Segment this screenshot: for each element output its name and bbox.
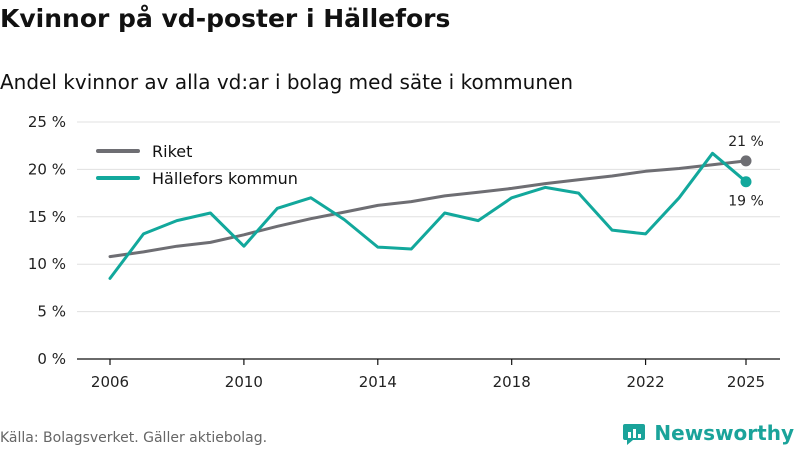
end-label-riket: 21 % xyxy=(728,134,764,150)
series-line-riket xyxy=(108,159,748,259)
chart-subtitle: Andel kvinnor av alla vd:ar i bolag med … xyxy=(0,70,573,94)
source-note: Källa: Bolagsverket. Gäller aktiebolag. xyxy=(0,430,268,446)
y-tick-label: 0 % xyxy=(37,350,66,368)
brand-name: Newsworthy xyxy=(654,421,794,445)
y-tick-label: 10 % xyxy=(28,255,66,273)
brand-logo: Newsworthy xyxy=(622,420,794,446)
end-label-hallefors: 19 % xyxy=(728,194,764,210)
end-point-hallefors xyxy=(740,176,752,188)
newsworthy-logo-icon xyxy=(623,424,646,445)
y-tick-label: 15 % xyxy=(28,208,66,226)
series-line-hallefors xyxy=(108,151,748,280)
x-tick-label: 2025 xyxy=(727,373,765,391)
x-tick-label: 2010 xyxy=(225,373,263,391)
legend-label-riket: Riket xyxy=(152,142,192,161)
x-tick-label: 2006 xyxy=(91,373,129,391)
legend-label-hallefors: Hällefors kommun xyxy=(152,169,298,188)
y-tick-label: 25 % xyxy=(28,113,66,131)
chart-title: Kvinnor på vd-poster i Hällefors xyxy=(0,4,451,33)
x-tick-label: 2018 xyxy=(493,373,531,391)
y-tick-label: 20 % xyxy=(28,160,66,178)
x-tick-label: 2022 xyxy=(626,373,664,391)
y-tick-label: 5 % xyxy=(37,303,66,321)
x-tick-label: 2014 xyxy=(359,373,397,391)
end-point-riket xyxy=(740,155,752,167)
